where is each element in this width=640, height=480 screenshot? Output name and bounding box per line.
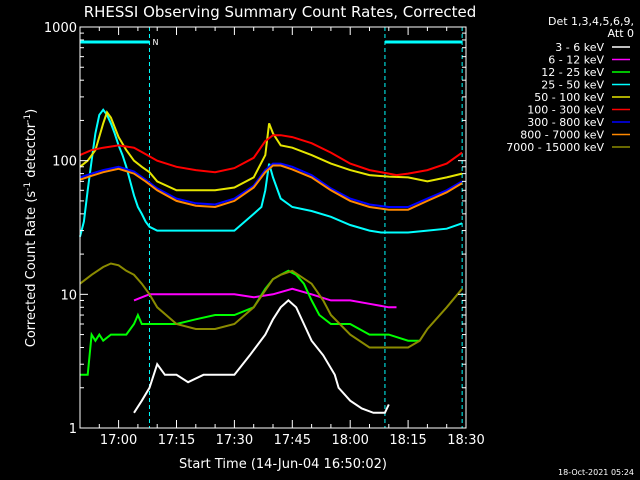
- y-tick-label-2: 100: [52, 155, 77, 170]
- axis-ticks: 17:00 17:15 17:30 17:45 18:00 18:15 18:30 1 10 10…: [44, 21, 485, 448]
- legend-label-0: 3 - 6 keV: [555, 41, 604, 54]
- series-line-6: [79, 162, 463, 208]
- series-line-7: [79, 164, 463, 211]
- legend-label-6: 300 - 800 keV: [527, 116, 604, 129]
- series-lines: [79, 108, 463, 414]
- series-line-1: [133, 287, 397, 309]
- y-axis-label-sup2: -1: [23, 114, 33, 123]
- night-marker-label: N: [152, 38, 158, 47]
- x-tick-label-6: 18:30: [447, 433, 484, 448]
- legend-header-line1: Det 1,3,4,5,6,9,: [548, 15, 634, 28]
- series-line-0: [133, 299, 390, 414]
- series-line-4: [79, 110, 463, 192]
- legend-label-2: 12 - 25 keV: [541, 66, 604, 79]
- chart-title: RHESSI Observing Summary Count Rates, Co…: [84, 3, 477, 21]
- y-axis-label-mid: detector: [24, 122, 39, 182]
- series-line-2: [80, 269, 420, 376]
- y-tick-label-0: 1: [69, 422, 77, 437]
- legend-label-3: 25 - 50 keV: [541, 79, 604, 92]
- footer-timestamp: 18-Oct-2021 05:24: [558, 468, 634, 477]
- series-line-5: [79, 134, 463, 177]
- y-axis-label: Corrected Count Rate (s-1 detector-1): [23, 109, 39, 347]
- y-tick-label-1: 10: [60, 288, 77, 303]
- legend-label-7: 800 - 7000 keV: [520, 129, 604, 142]
- legend-label-5: 100 - 300 keV: [527, 104, 604, 117]
- y-axis-label-end: ): [24, 109, 39, 114]
- y-axis-label-main: Corrected Count Rate (s: [24, 191, 39, 348]
- legend-label-4: 50 - 100 keV: [534, 91, 604, 104]
- x-tick-label-0: 17:00: [100, 433, 137, 448]
- x-tick-label-1: 17:15: [158, 433, 195, 448]
- night-markers: N: [80, 27, 463, 428]
- x-tick-label-3: 17:45: [274, 433, 311, 448]
- legend-header-line2: Att 0: [608, 27, 634, 40]
- x-tick-label-5: 18:15: [389, 433, 426, 448]
- legend-label-1: 6 - 12 keV: [548, 54, 604, 67]
- y-tick-label-3: 1000: [44, 21, 77, 36]
- x-tick-label-2: 17:30: [216, 433, 253, 448]
- series-line-8: [79, 262, 463, 349]
- y-axis-label-sup1: -1: [23, 182, 33, 191]
- x-tick-label-4: 18:00: [331, 433, 368, 448]
- x-axis-label: Start Time (14-Jun-04 16:50:02): [179, 457, 387, 472]
- plot-frame: [79, 26, 467, 429]
- legend-label-8: 7000 - 15000 keV: [506, 141, 604, 154]
